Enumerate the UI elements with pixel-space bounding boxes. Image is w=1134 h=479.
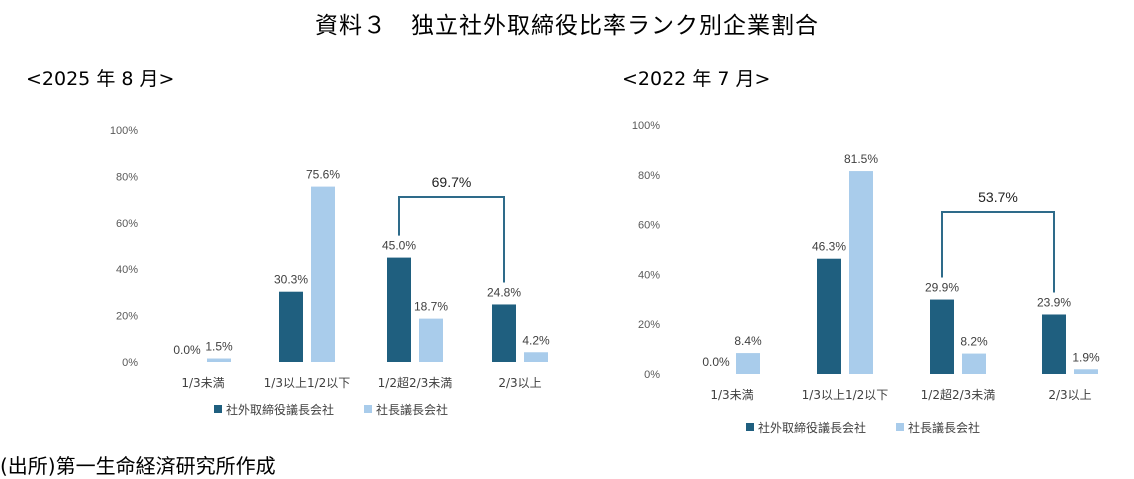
chart-0-data-label: 75.6% [306,168,340,182]
chart-0-y-tick: 40% [116,264,138,276]
chart-1-data-label: 0.0% [702,355,730,369]
chart-1-bracket [941,211,1055,293]
chart-0-category-label: 1/3未満 [181,376,224,390]
chart-0-bar-president-chair [419,318,443,362]
chart-0-bar-outside-chair [279,291,303,362]
chart-0-data-label: 30.3% [274,273,308,287]
chart-0-data-label: 0.0% [173,343,201,357]
chart-1-category-label: 1/2超2/3未満 [921,387,996,402]
chart-1-data-label: 23.9% [1037,295,1071,309]
chart-0-y-tick: 60% [116,218,138,230]
chart-1-y-tick: 20% [638,319,660,331]
chart-1-y-tick: 40% [638,269,660,281]
chart-0-data-label: 24.8% [487,285,521,299]
chart-1-y-tick: 0% [644,369,660,381]
chart-0-bar-president-chair [311,186,335,362]
chart-1-category-label: 1/3未満 [710,388,753,402]
chart-1-y-tick: 100% [632,120,660,132]
page-title: 資料３ 独立社外取締役比率ランク別企業割合 [315,13,819,39]
chart-0-y-tick: 80% [116,171,138,183]
chart-0-data-label: 1.5% [205,340,233,354]
chart-1-category-label: 1/3以上1/2以下 [802,388,889,402]
chart-subtitle-2022: <2022 年 7 月> [622,68,771,90]
chart-1-bar-president-chair [1074,369,1098,374]
chart-0-bar-president-chair [524,352,548,362]
chart-1-legend-label: 社外取締役議長会社 [758,420,866,435]
chart-0-category-label: 2/3以上 [498,376,541,390]
chart-0-y-tick: 100% [110,125,138,137]
chart-0-data-label: 45.0% [382,239,416,253]
chart-1-data-label: 8.4% [734,334,762,348]
chart-1-bar-president-chair [736,353,760,374]
chart-0-legend-swatch [214,405,222,413]
chart-0-legend-swatch [364,405,372,413]
chart-0-y-tick: 0% [122,357,138,369]
chart-1-bar-outside-chair [817,258,841,374]
chart-0-bracket [398,196,505,283]
chart-0-data-label: 18.7% [414,300,448,314]
chart-1-data-label: 8.2% [960,335,988,349]
chart-0-bar-president-chair [207,358,231,362]
source-note: (出所)第一生命経済研究所作成 [0,454,276,478]
chart-1-bar-president-chair [962,353,986,374]
chart-0-bar-outside-chair [492,304,516,362]
chart-0-legend-label: 社外取締役議長会社 [226,402,334,417]
chart-1-bar-outside-chair [1042,314,1066,374]
chart-1-data-label: 1.9% [1072,350,1100,364]
chart-0-category-label: 1/3以上1/2以下 [264,376,351,390]
chart-0-data-label: 4.2% [522,333,550,347]
chart-1-y-tick: 80% [638,170,660,182]
chart-1-bar-president-chair [849,171,873,374]
chart-1-category-label: 2/3以上 [1048,388,1091,402]
chart-0-category-label: 1/2超2/3未満 [378,375,453,390]
chart-1-y-tick: 60% [638,220,660,232]
chart-1-bar-outside-chair [930,299,954,374]
chart-1-legend-label: 社長議長会社 [908,420,980,435]
chart-0-legend-label: 社長議長会社 [376,402,448,417]
chart-1-data-label: 29.9% [925,281,959,295]
chart-subtitle-2025: <2025 年 8 月> [26,68,175,90]
chart-0-bracket-label: 69.7% [432,174,472,190]
chart-0-y-tick: 20% [116,311,138,323]
chart-1-legend-swatch [746,423,754,431]
chart-1-bracket-label: 53.7% [978,189,1018,205]
chart-1-legend-swatch [896,423,904,431]
chart-1-data-label: 46.3% [812,240,846,254]
chart-1-data-label: 81.5% [844,152,878,166]
chart-0-bar-outside-chair [387,257,411,362]
